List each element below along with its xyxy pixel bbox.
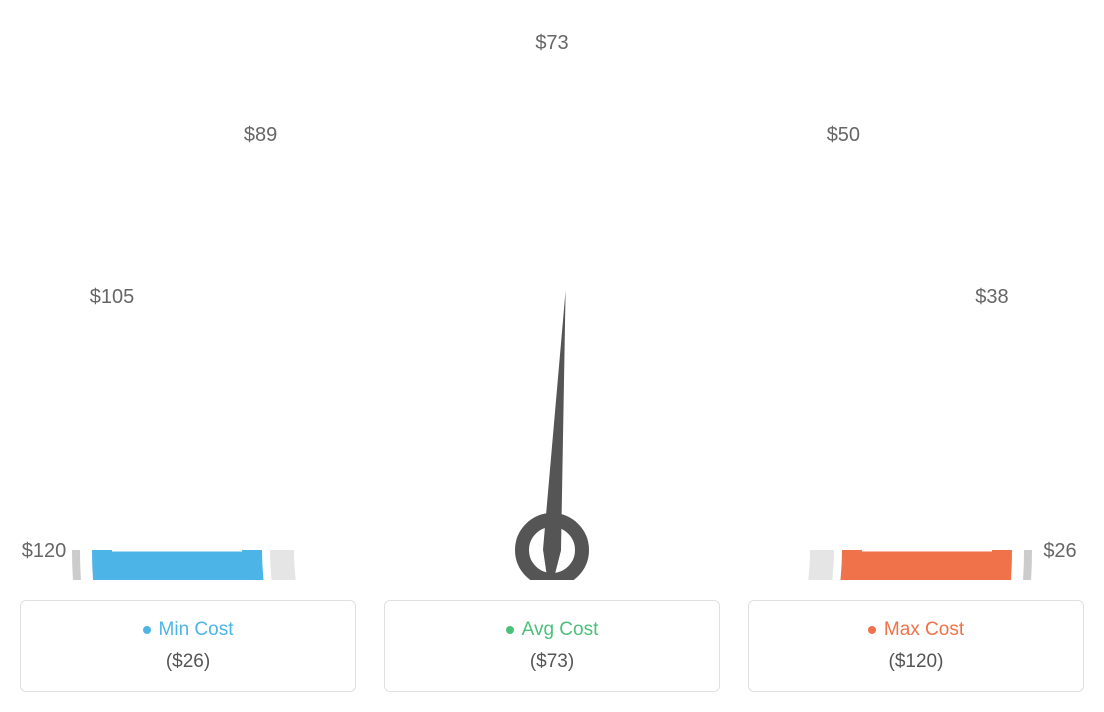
legend-title-avg: Avg Cost [506, 619, 599, 641]
legend-card-min: Min Cost ($26) [20, 600, 356, 692]
tick-mark [820, 330, 933, 395]
tick-mark [187, 417, 260, 444]
legend-value-min: ($26) [33, 651, 343, 673]
tick-label: $73 [535, 32, 568, 54]
legend-title-max: Max Cost [868, 619, 964, 641]
legend: Min Cost ($26) Avg Cost ($73) Max Cost (… [20, 600, 1084, 692]
tick-label: $105 [90, 286, 135, 308]
tick-mark [300, 190, 375, 296]
tick-mark [398, 194, 429, 266]
tick-mark [843, 417, 916, 444]
tick-mark [474, 170, 490, 246]
tick-mark [795, 309, 856, 357]
tick-label: $38 [975, 286, 1008, 308]
tick-label: $89 [244, 124, 277, 146]
legend-label: Avg Cost [522, 619, 599, 641]
legend-card-avg: Avg Cost ($73) [384, 600, 720, 692]
tick-label: $50 [827, 124, 860, 146]
tick-mark [286, 268, 340, 325]
tick-mark [171, 330, 284, 395]
gauge-svg: $26 $38 $50 $73 $89 $105 $120 [20, 20, 1084, 580]
legend-value-avg: ($73) [397, 651, 707, 673]
legend-value-max: ($120) [761, 651, 1071, 673]
legend-title-min: Min Cost [143, 619, 234, 641]
tick-label: $120 [22, 540, 67, 562]
tick-mark [675, 194, 706, 266]
tick-mark [615, 170, 631, 246]
legend-label: Min Cost [159, 619, 234, 641]
tick-mark [730, 190, 805, 296]
tick-mark [248, 309, 309, 357]
tick-mark [857, 483, 934, 497]
legend-label: Max Cost [884, 619, 964, 641]
legend-card-max: Max Cost ($120) [748, 600, 1084, 692]
gauge-chart: $26 $38 $50 $73 $89 $105 $120 [20, 20, 1084, 580]
gauge-needle [543, 290, 566, 580]
tick-mark [170, 483, 247, 497]
tick-mark [765, 268, 819, 325]
tick-label: $26 [1043, 540, 1076, 562]
